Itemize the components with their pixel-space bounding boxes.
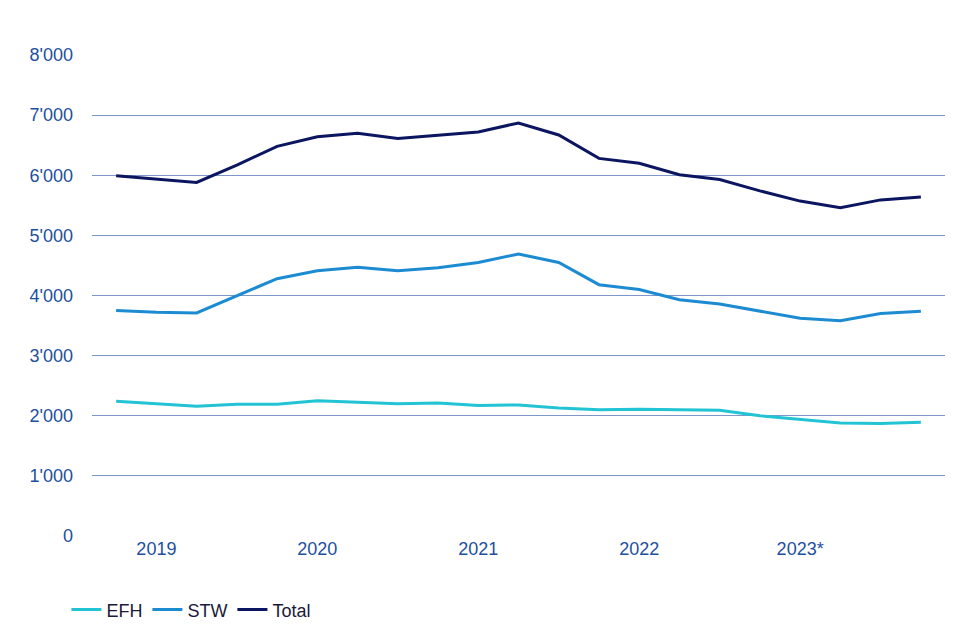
svg-text:2019: 2019 [136,539,176,559]
svg-text:5'000: 5'000 [30,226,73,246]
svg-text:3'000: 3'000 [30,346,73,366]
svg-text:1'000: 1'000 [30,466,73,486]
svg-text:2023*: 2023* [777,539,824,559]
svg-text:EFH: EFH [106,601,142,621]
svg-text:2'000: 2'000 [30,406,73,426]
svg-text:6'000: 6'000 [30,166,73,186]
svg-text:0: 0 [63,526,73,546]
svg-text:2020: 2020 [297,539,337,559]
svg-text:2022: 2022 [619,539,659,559]
svg-text:Total: Total [272,601,310,621]
svg-text:2021: 2021 [458,539,498,559]
svg-text:STW: STW [187,601,227,621]
svg-text:7'000: 7'000 [30,105,73,125]
svg-text:8'000: 8'000 [30,45,73,65]
svg-text:4'000: 4'000 [30,286,73,306]
